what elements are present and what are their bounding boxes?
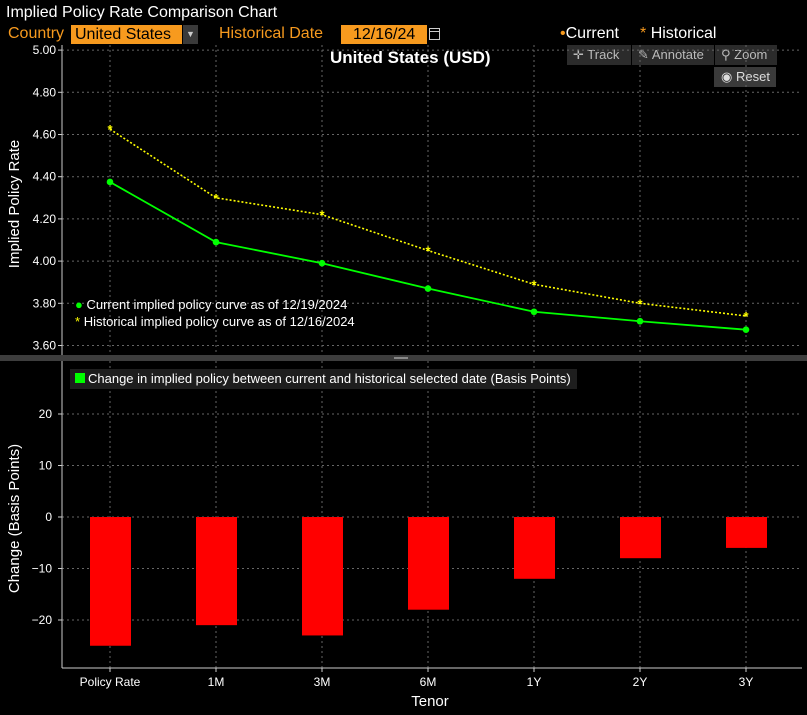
historical-date-input[interactable]: 12/16/24	[341, 25, 427, 44]
y-axis-title-upper: Implied Policy Rate	[6, 140, 23, 268]
legend-current-label: Current	[565, 25, 619, 42]
zoom-label: Zoom	[734, 47, 768, 62]
app-title: Implied Policy Rate Comparison Chart	[6, 4, 278, 21]
crosshair-icon: ✛	[573, 47, 584, 62]
y-tick-label: 4.40	[33, 170, 57, 184]
annotate-label: Annotate	[651, 47, 704, 62]
historical-point: *	[107, 122, 113, 137]
y-axis-title-lower: Change (Basis Points)	[6, 444, 23, 593]
y-tick-label: −20	[32, 613, 53, 627]
chevron-down-icon[interactable]: ▼	[183, 25, 198, 44]
x-tick-label: Policy Rate	[80, 675, 141, 689]
x-tick-label: 3M	[314, 675, 331, 689]
y-tick-label: 3.80	[33, 296, 57, 310]
historical-date-label: Historical Date	[219, 25, 324, 42]
change-bar	[196, 517, 237, 626]
country-label: Country	[8, 25, 65, 42]
chart-title: United States (USD)	[330, 48, 491, 67]
current-point	[530, 308, 538, 316]
legend-lower-label: Change in implied policy between current…	[88, 371, 571, 386]
y-tick-label: −10	[32, 562, 53, 576]
country-select[interactable]: United States	[71, 25, 182, 44]
x-axis-title: Tenor	[411, 693, 449, 710]
historical-point: *	[637, 296, 643, 311]
series-historical-line	[109, 128, 747, 317]
y-tick-label: 20	[39, 407, 53, 421]
x-tick-label: 3Y	[739, 675, 754, 689]
x-tick-label: 1Y	[527, 675, 542, 689]
y-tick-label: 3.60	[33, 339, 57, 353]
legend-upper-historical-label: Historical implied policy curve as of 12…	[83, 314, 355, 329]
change-bar	[90, 517, 131, 646]
current-point	[106, 178, 114, 186]
current-marker-icon: •	[560, 25, 566, 42]
change-bar	[726, 517, 767, 548]
y-tick-label: 5.00	[33, 43, 57, 57]
x-tick-label: 2Y	[633, 675, 648, 689]
historical-point: *	[319, 208, 325, 223]
legend-current: •Current	[560, 25, 619, 43]
historical-marker-icon: *	[640, 25, 647, 42]
current-point	[318, 259, 326, 267]
y-tick-label: 4.80	[33, 85, 57, 99]
calendar-icon[interactable]	[429, 28, 440, 40]
historical-point: *	[425, 244, 431, 259]
y-tick-label: 10	[39, 459, 53, 473]
pencil-icon: ✎	[638, 47, 649, 62]
legend-historical-label: Historical	[650, 25, 717, 42]
legend-lower: Change in implied policy between current…	[70, 369, 577, 389]
y-tick-label: 4.60	[33, 128, 57, 142]
change-bar	[514, 517, 555, 579]
current-point	[636, 317, 644, 325]
y-tick-label: 4.00	[33, 254, 57, 268]
splitter-grip-icon[interactable]	[394, 357, 408, 359]
change-bar	[620, 517, 661, 559]
reset-button[interactable]: ◉ Reset	[714, 67, 776, 87]
legend-upper-historical: * Historical implied policy curve as of …	[75, 314, 355, 329]
historical-point: *	[743, 309, 749, 324]
current-point	[742, 326, 750, 333]
legend-upper-current-label: Current implied policy curve as of 12/19…	[86, 297, 348, 312]
historical-point: *	[213, 191, 219, 206]
y-tick-label: 0	[45, 510, 52, 524]
track-label: Track	[587, 47, 620, 62]
legend-upper-current: ● Current implied policy curve as of 12/…	[75, 297, 347, 312]
reset-label: Reset	[735, 69, 770, 84]
change-bar	[302, 517, 343, 636]
y-tick-label: 4.20	[33, 212, 57, 226]
legend-historical: * Historical	[640, 25, 716, 43]
historical-point: *	[531, 277, 537, 292]
current-dot-icon: ●	[75, 297, 83, 312]
x-tick-label: 1M	[208, 675, 225, 689]
current-point	[424, 285, 432, 292]
change-bar	[408, 517, 449, 610]
x-tick-label: 6M	[420, 675, 437, 689]
current-point	[212, 238, 220, 246]
change-swatch-icon	[75, 373, 85, 383]
magnifier-icon: ⚲	[721, 47, 731, 62]
historical-star-icon: *	[75, 314, 81, 329]
reset-icon: ◉	[721, 69, 733, 84]
